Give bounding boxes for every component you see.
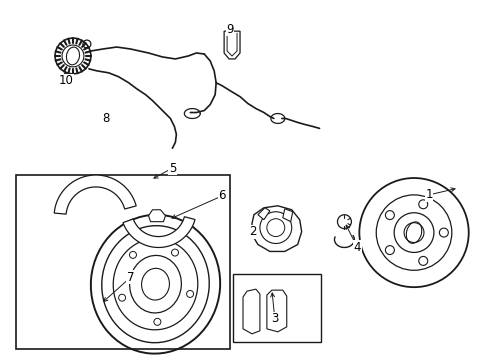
- Polygon shape: [148, 210, 165, 222]
- Text: 7: 7: [127, 271, 134, 284]
- Polygon shape: [266, 290, 286, 332]
- Text: 8: 8: [102, 112, 109, 125]
- Text: 5: 5: [168, 162, 176, 175]
- Text: 4: 4: [353, 241, 360, 254]
- Polygon shape: [243, 289, 260, 334]
- Polygon shape: [257, 208, 269, 220]
- Polygon shape: [251, 206, 301, 251]
- Bar: [16, 175, 230, 349]
- Text: 6: 6: [218, 189, 225, 202]
- Polygon shape: [54, 175, 136, 214]
- Bar: [233, 274, 320, 342]
- Text: 10: 10: [59, 74, 73, 87]
- Polygon shape: [123, 217, 195, 247]
- Text: 9: 9: [226, 23, 233, 36]
- Text: 3: 3: [270, 312, 278, 325]
- Text: 2: 2: [249, 225, 256, 238]
- Text: 1: 1: [425, 188, 432, 201]
- Polygon shape: [224, 31, 240, 59]
- Polygon shape: [282, 209, 292, 222]
